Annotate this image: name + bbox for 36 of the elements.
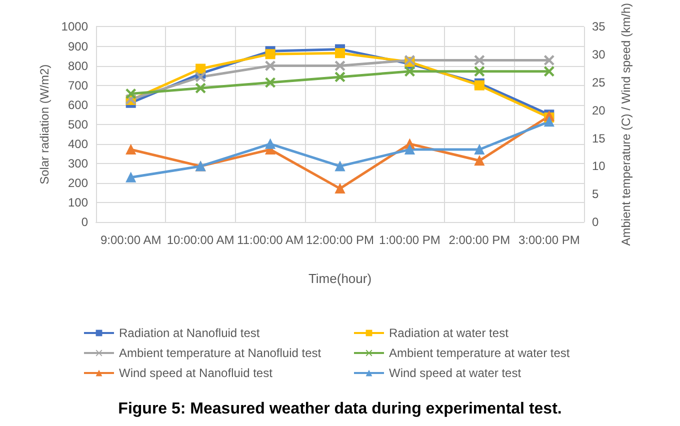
y-tick-label: 500 xyxy=(68,117,88,132)
y-tick-label: 100 xyxy=(68,195,88,210)
x-tick-label: 12:00:00 PM xyxy=(306,233,374,247)
x-tick-label: 11:00:00 AM xyxy=(237,233,304,247)
y2-tick-label: 15 xyxy=(592,131,606,146)
legend-label: Wind speed at water test xyxy=(389,366,522,380)
y2-tick-label: 0 xyxy=(592,215,599,229)
y-tick-label: 400 xyxy=(68,136,88,151)
legend-label: Ambient temperature at Nanofluid test xyxy=(119,346,322,360)
legend-label: Radiation at Nanofluid test xyxy=(119,326,260,340)
y-tick-label: 800 xyxy=(68,58,88,73)
y-tick-label: 200 xyxy=(68,176,88,190)
x-tick-label: 10:00:00 AM xyxy=(166,233,234,247)
y-tick-label: 1000 xyxy=(61,20,88,34)
y-tick-label: 300 xyxy=(68,156,88,170)
y-tick-label: 600 xyxy=(68,98,88,112)
y2-axis-title: Ambient temperature (C) / Wind speed (km/h) xyxy=(619,2,633,246)
text: Figure 5: Measured weather data during experimental test. xyxy=(118,400,562,418)
x-axis-title: Time(hour) xyxy=(308,271,372,286)
y2-tick-label: 20 xyxy=(592,103,606,118)
y-tick-label: 0 xyxy=(81,215,88,229)
y2-tick-label: 30 xyxy=(592,48,606,62)
y-tick-label: 900 xyxy=(68,39,88,54)
x-tick-label: 9:00:00 AM xyxy=(100,233,162,247)
legend-label: Radiation at water test xyxy=(389,326,510,340)
x-tick-label: 1:00:00 PM xyxy=(379,233,440,247)
y-axis-title: Solar radiation (W/m2) xyxy=(37,64,52,184)
y-tick-label: 700 xyxy=(68,78,88,92)
x-tick-label: 2:00:00 PM xyxy=(448,233,510,247)
x-tick-label: 3:00:00 PM xyxy=(518,233,580,247)
legend-label: Ambient temperature at water test xyxy=(389,346,570,360)
y2-tick-label: 10 xyxy=(592,159,606,174)
legend-label: Wind speed at Nanofluid test xyxy=(119,366,274,380)
y2-tick-label: 5 xyxy=(592,187,599,202)
y2-tick-label: 25 xyxy=(592,76,606,90)
y2-tick-label: 35 xyxy=(592,20,606,34)
